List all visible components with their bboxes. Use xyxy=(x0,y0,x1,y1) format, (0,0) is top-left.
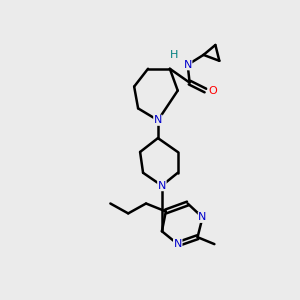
Text: N: N xyxy=(154,115,162,125)
Text: O: O xyxy=(208,85,217,96)
Text: N: N xyxy=(158,181,166,191)
Text: N: N xyxy=(184,60,192,70)
Text: H: H xyxy=(169,50,178,60)
Text: N: N xyxy=(174,239,182,249)
Text: N: N xyxy=(198,212,207,222)
